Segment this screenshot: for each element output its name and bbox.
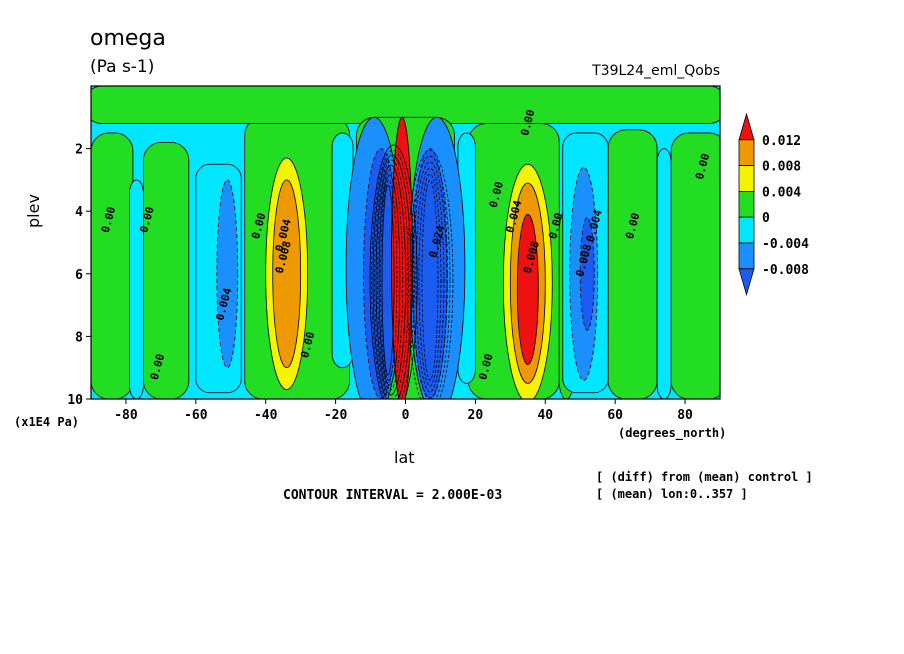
y-tick-label: 2 bbox=[75, 143, 83, 158]
x-axis-label: lat bbox=[394, 448, 415, 467]
note-mean: [ (mean) lon:0..357 ] bbox=[596, 487, 748, 501]
note-diff: [ (diff) from (mean) control ] bbox=[596, 470, 813, 484]
colorbar-segment bbox=[738, 242, 755, 270]
colorbar-label: -0.008 bbox=[762, 263, 809, 278]
contour-line bbox=[377, 169, 404, 391]
negative-cell bbox=[579, 217, 595, 331]
green-region bbox=[143, 141, 190, 399]
negative-cell bbox=[216, 179, 239, 369]
y-tick-label: 6 bbox=[75, 268, 83, 283]
colorbar-label: 0 bbox=[762, 211, 770, 226]
x-tick-label: -40 bbox=[254, 408, 278, 423]
colorbar-label: -0.004 bbox=[762, 237, 809, 252]
green-region bbox=[91, 132, 134, 399]
x-tick-label: 20 bbox=[468, 408, 484, 423]
contour-line bbox=[381, 184, 395, 376]
contour-line bbox=[421, 179, 439, 381]
contour-line bbox=[412, 161, 448, 399]
contour-line bbox=[369, 144, 418, 399]
positive-cell bbox=[516, 213, 539, 365]
x-axis-units: (degrees_north) bbox=[618, 426, 727, 440]
contour-line bbox=[406, 149, 454, 399]
contour-line bbox=[375, 164, 407, 396]
positive-cell bbox=[272, 179, 302, 369]
run-label: T39L24_eml_Qobs bbox=[592, 63, 720, 79]
y-tick-label: 8 bbox=[75, 330, 83, 345]
y-tick-label: 10 bbox=[67, 393, 83, 408]
colorbar-label: 0.012 bbox=[762, 134, 801, 149]
contour-line bbox=[374, 159, 409, 399]
contour-line bbox=[415, 167, 445, 393]
colorbar-segment bbox=[738, 190, 755, 218]
x-tick-label: -20 bbox=[324, 408, 348, 423]
x-tick-label: 40 bbox=[537, 408, 553, 423]
y-tick-label: 4 bbox=[75, 205, 83, 220]
contour-line bbox=[371, 149, 415, 399]
chart-title: omega bbox=[90, 26, 166, 51]
plot-area: 0.00 0.000.000.000.0040.0040.0080.000.000… bbox=[91, 86, 720, 399]
colorbar-segment bbox=[738, 165, 755, 192]
y-axis-units: (x1E4 Pa) bbox=[14, 415, 80, 429]
x-tick-label: 60 bbox=[607, 408, 623, 423]
contour-interval: CONTOUR INTERVAL = 2.000E-03 bbox=[283, 488, 503, 503]
x-tick-label: -80 bbox=[114, 408, 138, 423]
triangle-down-icon bbox=[738, 268, 755, 297]
x-tick-label: 80 bbox=[677, 408, 693, 423]
triangle-up-icon bbox=[738, 112, 755, 141]
contour-line bbox=[380, 179, 398, 381]
colorbar-label: 0.008 bbox=[762, 160, 801, 175]
x-tick-label: -60 bbox=[184, 408, 208, 423]
colorbar-label: 0.004 bbox=[762, 185, 801, 200]
contour-line bbox=[418, 173, 442, 387]
contour-line bbox=[372, 154, 412, 399]
colorbar-segment bbox=[738, 139, 755, 167]
cyan-region bbox=[656, 148, 672, 399]
contour-line bbox=[378, 174, 401, 386]
cyan-region bbox=[129, 179, 144, 399]
green-region bbox=[607, 129, 658, 399]
x-tick-label: 0 bbox=[402, 408, 410, 423]
contour-line bbox=[409, 155, 451, 399]
chart-units: (Pa s-1) bbox=[90, 57, 155, 77]
colorbar-segment bbox=[738, 216, 755, 244]
